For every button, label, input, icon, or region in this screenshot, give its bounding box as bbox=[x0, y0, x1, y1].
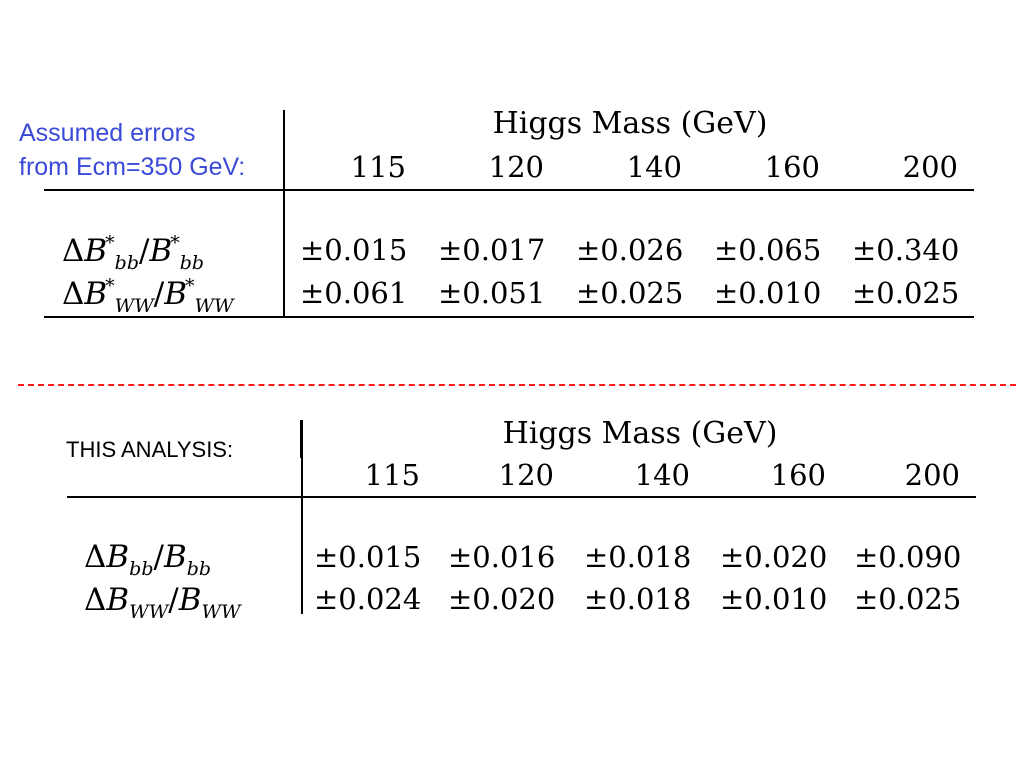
table1-mass-200: 200 bbox=[902, 150, 958, 184]
table1-mass-140: 140 bbox=[626, 150, 682, 184]
table1-r2-c5: ±0.025 bbox=[852, 276, 960, 310]
table1-caption-line1: Assumed errors bbox=[19, 119, 196, 147]
table2-mass-115: 115 bbox=[364, 458, 420, 492]
table2-mass-160: 160 bbox=[770, 458, 826, 492]
table2-r2-c5: ±0.025 bbox=[854, 582, 962, 616]
table2-row1-label-main-2: B bbox=[163, 539, 187, 575]
table2-row1-label-sub-1: bb bbox=[129, 558, 154, 580]
table1-header-rule bbox=[44, 189, 974, 191]
table2-r2-c3: ±0.018 bbox=[584, 582, 692, 616]
table1-caption-line2: from Ecm=350 GeV: bbox=[19, 153, 246, 181]
table2-row2-label-main-2: B bbox=[178, 582, 202, 618]
table1-bottom-rule bbox=[44, 316, 974, 318]
table1-vertical-rule bbox=[283, 110, 285, 317]
table2-r1-c1: ±0.015 bbox=[314, 540, 422, 574]
table1-row1-label-main-1: B bbox=[84, 233, 108, 269]
table1-caption: Assumed errors from Ecm=350 GeV: bbox=[19, 116, 245, 184]
table2-row2-label-sub-1: WW bbox=[129, 601, 169, 623]
table1-mass-160: 160 bbox=[764, 150, 820, 184]
table1-r1-c4: ±0.065 bbox=[714, 233, 822, 267]
table1-title: Higgs Mass (GeV) bbox=[492, 106, 768, 141]
table2-row1-label-main-1: B bbox=[106, 539, 130, 575]
table2-vertical-rule bbox=[301, 458, 303, 614]
table2-row-label-bb: ΔBbb/Bbb bbox=[84, 539, 212, 580]
table2-r1-c3: ±0.018 bbox=[584, 540, 692, 574]
table2-r2-c1: ±0.024 bbox=[314, 582, 422, 616]
table1-row1-label-sub-2: bb bbox=[179, 252, 205, 274]
table1-row-label-ww: ΔB*WW/B*WW bbox=[62, 275, 234, 317]
table2-title: Higgs Mass (GeV) bbox=[502, 416, 778, 451]
table1-row-label-bb: ΔB*bb/B*bb bbox=[62, 232, 205, 274]
table2-header-rule bbox=[67, 496, 976, 498]
table1-row1-label-main-2: B bbox=[149, 233, 173, 269]
table2-r2-c4: ±0.010 bbox=[720, 582, 828, 616]
table2-r1-c5: ±0.090 bbox=[854, 540, 962, 574]
table2-row1-label-sub-2: bb bbox=[186, 558, 212, 580]
table2-mass-140: 140 bbox=[634, 458, 690, 492]
table2-caption: THIS ANALYSIS: bbox=[66, 437, 234, 462]
table1-row1-label-sub-1: bb bbox=[114, 252, 139, 274]
table1-r2-c1: ±0.061 bbox=[300, 276, 408, 310]
table1-r2-c2: ±0.051 bbox=[438, 276, 546, 310]
table2-row-label-ww: ΔBWW/BWW bbox=[84, 582, 241, 623]
table1-r1-c3: ±0.026 bbox=[576, 233, 684, 267]
dashed-separator bbox=[18, 384, 1016, 386]
table1-mass-120: 120 bbox=[488, 150, 544, 184]
table1-row2-label-main-2: B bbox=[164, 276, 187, 312]
table2-r1-c2: ±0.016 bbox=[448, 540, 556, 574]
table1-r1-c5: ±0.340 bbox=[852, 233, 960, 267]
table1-r1-c1: ±0.015 bbox=[300, 233, 408, 267]
table1-r2-c4: ±0.010 bbox=[714, 276, 822, 310]
table1-mass-115: 115 bbox=[350, 150, 406, 184]
table1-r1-c2: ±0.017 bbox=[438, 233, 546, 267]
table2-r2-c2: ±0.020 bbox=[448, 582, 556, 616]
table1-row2-label-main-1: B bbox=[84, 276, 108, 312]
table1-row2-label-sub-2: WW bbox=[194, 295, 234, 317]
table2-mass-120: 120 bbox=[498, 458, 554, 492]
table2-mass-200: 200 bbox=[904, 458, 960, 492]
table2-row2-label-sub-2: WW bbox=[201, 601, 241, 623]
table1-r2-c3: ±0.025 bbox=[576, 276, 684, 310]
table2-vertical-rule-top bbox=[300, 420, 303, 458]
table2-row2-label-main-1: B bbox=[106, 582, 130, 618]
table2-r1-c4: ±0.020 bbox=[720, 540, 828, 574]
table1-row2-label-sub-1: WW bbox=[114, 295, 154, 317]
